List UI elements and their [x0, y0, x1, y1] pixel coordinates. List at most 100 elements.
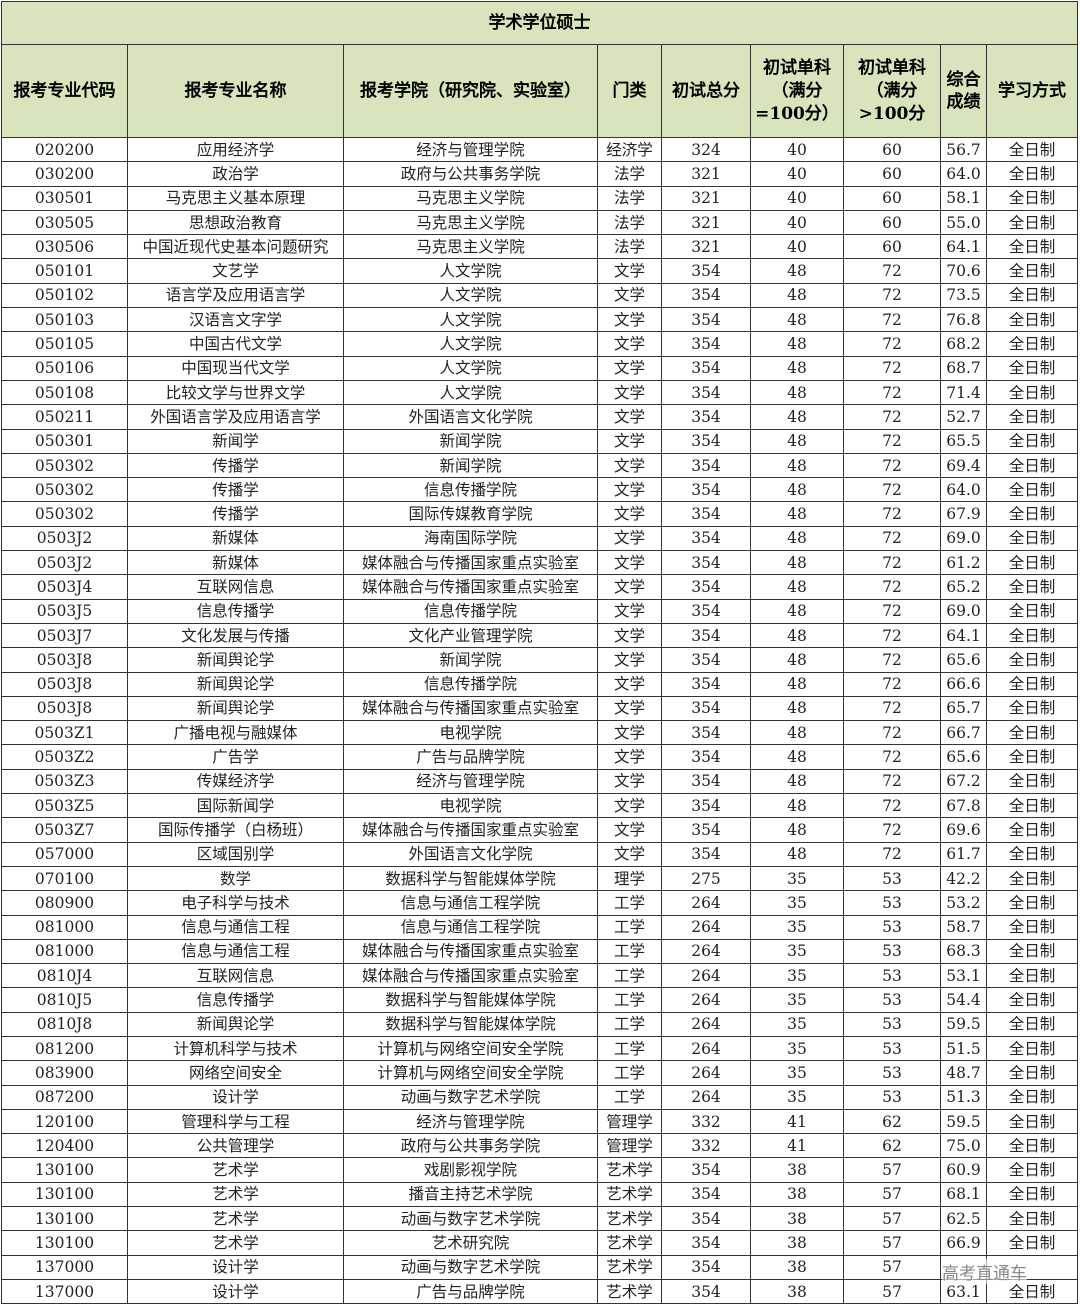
table-row: 050302 传播学 新闻学院 文学 354 48 72 69.4 全日制	[1, 452, 1079, 479]
cell-single-100: 38	[750, 1206, 844, 1232]
cell-category: 工学	[597, 987, 662, 1013]
cell-composite: 67.2	[940, 768, 987, 795]
cell-category: 文学	[597, 817, 662, 843]
cell-study-mode: 全日制	[985, 1206, 1079, 1232]
table-row: 0503Z7 国际传播学（白杨班） 媒体融合与传播国家重点实验室 文学 354 48 72 6…	[1, 817, 1079, 843]
table-row: 0503J2 新媒体 海南国际学院 文学 354 48 72 69.0 全日制	[1, 525, 1079, 552]
cell-composite: 66.9	[940, 1230, 987, 1256]
cell-study-mode: 全日制	[985, 671, 1079, 697]
cell-major: 管理科学与工程	[127, 1108, 344, 1135]
cell-major: 新闻舆论学	[127, 671, 344, 697]
cell-category: 文学	[597, 550, 662, 576]
cell-single-over-100: 60	[843, 209, 941, 236]
cell-composite: 66.7	[940, 720, 987, 746]
cell-study-mode: 全日制	[985, 1035, 1079, 1062]
cell-composite: 62.5	[940, 1206, 987, 1232]
cell-single-over-100: 57	[843, 1157, 941, 1183]
cell-major: 艺术学	[127, 1181, 344, 1208]
cell-major: 新媒体	[127, 525, 344, 552]
cell-code: 0503J8	[1, 671, 128, 697]
cell-composite: 76.8	[940, 307, 987, 333]
cell-single-over-100: 53	[843, 890, 941, 916]
cell-single-over-100: 53	[843, 938, 941, 965]
cell-code: 0810J4	[1, 963, 128, 989]
cell-single-over-100: 72	[843, 282, 941, 309]
cell-study-mode: 全日制	[985, 282, 1079, 309]
table-row: 030200 政治学 政府与公共事务学院 法学 321 40 60 64.0 全日制	[1, 161, 1079, 187]
table-row: 087200 设计学 动画与数字艺术学院 工学 264 35 53 51.3 全日制	[1, 1084, 1079, 1110]
cell-composite: 53.1	[940, 963, 987, 989]
cell-single-over-100: 53	[843, 914, 941, 940]
cell-total: 264	[661, 1035, 751, 1062]
cell-code: 083900	[1, 1060, 128, 1086]
cell-study-mode: 全日制	[985, 550, 1079, 576]
cell-study-mode: 全日制	[985, 938, 1079, 965]
cell-single-100: 48	[750, 501, 844, 527]
cell-code: 050301	[1, 428, 128, 454]
table-row: 050106 中国现当代文学 人文学院 文学 354 48 72 68.7 全日制	[1, 355, 1079, 381]
cell-total: 332	[661, 1108, 751, 1135]
cell-single-100: 35	[750, 1035, 844, 1062]
cell-school: 人文学院	[343, 331, 598, 357]
cell-major: 网络空间安全	[127, 1060, 344, 1086]
cell-category: 文学	[597, 622, 662, 649]
cell-code: 050103	[1, 307, 128, 333]
cell-single-100: 48	[750, 720, 844, 746]
cell-composite: 61.2	[940, 550, 987, 576]
cell-category: 法学	[597, 234, 662, 260]
cell-code: 030506	[1, 234, 128, 260]
cell-category: 文学	[597, 695, 662, 722]
header-study-mode: 学习方式	[985, 44, 1079, 138]
table-row: 050101 文艺学 人文学院 文学 354 48 72 70.6 全日制	[1, 258, 1079, 284]
cell-study-mode: 全日制	[985, 307, 1079, 333]
cell-category: 管理学	[597, 1108, 662, 1135]
cell-category: 文学	[597, 404, 662, 430]
table-row: 050301 新闻学 新闻学院 文学 354 48 72 65.5 全日制	[1, 428, 1079, 454]
cell-total: 354	[661, 1157, 751, 1183]
cell-single-over-100: 60	[843, 185, 941, 211]
cell-school: 经济与管理学院	[343, 768, 598, 795]
cell-study-mode: 全日制	[985, 622, 1079, 649]
cell-study-mode: 全日制	[985, 817, 1079, 843]
cell-school: 马克思主义学院	[343, 234, 598, 260]
cell-study-mode: 全日制	[985, 428, 1079, 454]
cell-code: 050102	[1, 282, 128, 309]
cell-code: 0810J8	[1, 1011, 128, 1037]
cell-major: 文艺学	[127, 258, 344, 284]
cell-study-mode: 全日制	[985, 136, 1079, 163]
cell-school: 外国语言文化学院	[343, 404, 598, 430]
cell-major: 广播电视与融媒体	[127, 720, 344, 746]
cell-school: 经济与管理学院	[343, 136, 598, 163]
cell-composite: 65.2	[940, 574, 987, 600]
cell-total: 354	[661, 428, 751, 454]
cell-category: 工学	[597, 1035, 662, 1062]
table-row: 0503J8 新闻舆论学 新闻学院 文学 354 48 72 65.6 全日制	[1, 647, 1079, 673]
cell-code: 050106	[1, 355, 128, 381]
cell-total: 354	[661, 525, 751, 552]
cell-school: 政府与公共事务学院	[343, 161, 598, 187]
cell-category: 艺术学	[597, 1206, 662, 1232]
cell-single-over-100: 57	[843, 1181, 941, 1208]
cell-study-mode: 全日制	[985, 963, 1079, 989]
cell-composite: 66.6	[940, 671, 987, 697]
table-row: 0503Z2 广告学 广告与品牌学院 文学 354 48 72 65.6 全日制	[1, 744, 1079, 770]
table-row: 0503J8 新闻舆论学 信息传播学院 文学 354 48 72 66.6 全日制	[1, 671, 1079, 697]
cell-total: 321	[661, 209, 751, 236]
cell-major: 中国近现代史基本问题研究	[127, 234, 344, 260]
cell-single-100: 48	[750, 695, 844, 722]
table-row: 070100 数学 数据科学与智能媒体学院 理学 275 35 53 42.2 全日制	[1, 865, 1079, 892]
cell-study-mode: 全日制	[985, 1157, 1079, 1183]
cell-school: 动画与数字艺术学院	[343, 1254, 598, 1280]
cell-single-100: 48	[750, 379, 844, 406]
table-row: 030505 思想政治教育 马克思主义学院 法学 321 40 60 55.0 全日制	[1, 209, 1079, 236]
table-row: 0503J4 互联网信息 媒体融合与传播国家重点实验室 文学 354 48 72 65.2 全日…	[1, 574, 1079, 600]
cell-code: 020200	[1, 136, 128, 163]
cell-total: 264	[661, 938, 751, 965]
cell-single-over-100: 53	[843, 1084, 941, 1110]
cell-total: 354	[661, 1206, 751, 1232]
cell-composite: 64.0	[940, 477, 987, 503]
table-row: 020200 应用经济学 经济与管理学院 经济学 324 40 60 56.7 全日制	[1, 136, 1079, 163]
cell-code: 130100	[1, 1230, 128, 1256]
cell-major: 国际新闻学	[127, 793, 344, 819]
